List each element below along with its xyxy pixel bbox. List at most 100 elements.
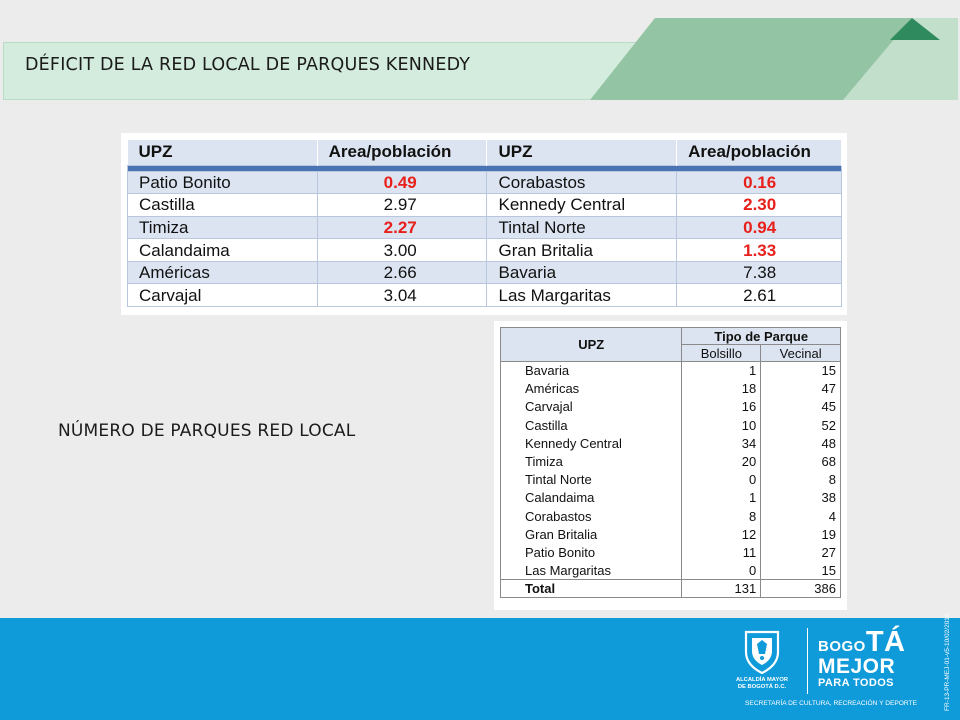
deficit-table-row: Carvajal 3.04 Las Margaritas 2.61 bbox=[127, 283, 842, 308]
section-label: NÚMERO DE PARQUES RED LOCAL bbox=[58, 421, 356, 441]
column-header-upz: UPZ bbox=[486, 140, 678, 165]
table-row: Castilla 10 52 bbox=[499, 416, 841, 435]
table-row: Corabastos 8 4 bbox=[499, 507, 841, 526]
bogota-mejor-logo: BOGOTÁ MEJOR PARA TODOS bbox=[818, 628, 906, 689]
header-deco-accent bbox=[890, 18, 940, 40]
upz-cell: Kennedy Central bbox=[499, 434, 683, 453]
footer-divider bbox=[807, 628, 808, 694]
logo-para-todos: PARA TODOS bbox=[818, 677, 894, 689]
table-row: Carvajal 16 45 bbox=[499, 397, 841, 417]
parks-table: UPZ Tipo de Parque Bolsillo Vecinal Bava… bbox=[499, 327, 841, 599]
document-reference: FR-13-PR-MEJ-01-v5-10/02/2016 bbox=[944, 613, 951, 711]
upz-cell: Tintal Norte bbox=[499, 470, 683, 489]
area-poblacion-cell: 0.94 bbox=[676, 215, 842, 240]
area-poblacion-cell: 3.00 bbox=[316, 238, 488, 262]
upz-cell: Bavaria bbox=[499, 361, 683, 380]
bolsillo-cell: 11 bbox=[681, 543, 762, 562]
upz-cell: Carvajal bbox=[127, 283, 318, 308]
area-poblacion-cell: 2.61 bbox=[676, 283, 842, 308]
header-rule bbox=[127, 164, 842, 172]
column-header-area-poblacion: Area/población bbox=[676, 140, 842, 165]
upz-cell: Tintal Norte bbox=[486, 215, 678, 240]
upz-cell: Total bbox=[499, 579, 683, 599]
table-row: Américas 18 47 bbox=[499, 379, 841, 398]
logo-mejor: MEJOR bbox=[818, 655, 896, 678]
parks-table-panel: UPZ Tipo de Parque Bolsillo Vecinal Bava… bbox=[494, 321, 847, 610]
upz-cell: Carvajal bbox=[499, 397, 683, 417]
deficit-table-panel: UPZ Area/población UPZ Area/población Pa… bbox=[121, 133, 847, 315]
vecinal-cell: 8 bbox=[760, 470, 841, 489]
column-header-vecinal: Vecinal bbox=[760, 344, 841, 362]
logo-bogo: BOGO bbox=[818, 638, 866, 655]
upz-cell: Timiza bbox=[127, 215, 318, 240]
area-poblacion-cell: 1.33 bbox=[676, 238, 842, 262]
column-header-upz: UPZ bbox=[499, 327, 683, 362]
bolsillo-cell: 0 bbox=[681, 470, 762, 489]
upz-cell: Las Margaritas bbox=[486, 283, 678, 308]
bolsillo-cell: 10 bbox=[681, 416, 762, 435]
upz-cell: Corabastos bbox=[499, 507, 683, 526]
bolsillo-cell: 0 bbox=[681, 561, 762, 580]
deficit-table-row: Castilla 2.97 Kennedy Central 2.30 bbox=[127, 193, 842, 217]
deficit-table-row: Calandaima 3.00 Gran Britalia 1.33 bbox=[127, 238, 842, 262]
secretaria-label: SECRETARÍA DE CULTURA, RECREACIÓN Y DEPO… bbox=[745, 700, 917, 707]
table-row: Patio Bonito 11 27 bbox=[499, 543, 841, 562]
column-header-area-poblacion: Area/población bbox=[317, 140, 488, 165]
deficit-table-row: Américas 2.66 Bavaria 7.38 bbox=[127, 260, 842, 285]
upz-cell: Calandaima bbox=[127, 238, 318, 262]
upz-cell: Gran Britalia bbox=[486, 238, 678, 262]
vecinal-cell: 15 bbox=[760, 361, 841, 380]
header-decoration bbox=[590, 18, 958, 100]
bolsillo-cell: 131 bbox=[681, 579, 762, 599]
vecinal-cell: 386 bbox=[760, 579, 841, 599]
area-poblacion-cell: 7.38 bbox=[676, 260, 842, 285]
upz-cell: Gran Britalia bbox=[499, 525, 683, 544]
footer-band bbox=[0, 618, 960, 720]
vecinal-cell: 27 bbox=[760, 543, 841, 562]
bolsillo-cell: 8 bbox=[681, 507, 762, 526]
deficit-table-row: Patio Bonito 0.49 Corabastos 0.16 bbox=[127, 170, 842, 195]
area-poblacion-cell: 2.66 bbox=[316, 260, 488, 285]
column-header-tipo-de-parque: Tipo de Parque bbox=[681, 327, 841, 345]
parks-table-subheader-row: Bolsillo Vecinal bbox=[501, 344, 841, 362]
vecinal-cell: 19 bbox=[760, 525, 841, 544]
bolsillo-cell: 34 bbox=[681, 434, 762, 453]
upz-cell: Patio Bonito bbox=[127, 170, 318, 195]
table-row: Calandaima 1 38 bbox=[499, 488, 841, 507]
upz-cell: Castilla bbox=[499, 416, 683, 435]
area-poblacion-cell: 0.49 bbox=[316, 170, 488, 195]
bolsillo-cell: 12 bbox=[681, 525, 762, 544]
area-poblacion-cell: 0.16 bbox=[676, 170, 842, 195]
deficit-table-header-row: UPZ Area/población UPZ Area/población bbox=[127, 140, 842, 165]
upz-cell: Las Margaritas bbox=[499, 561, 683, 580]
area-poblacion-cell: 2.30 bbox=[676, 193, 842, 217]
area-poblacion-cell: 3.04 bbox=[316, 283, 488, 308]
upz-cell: Calandaima bbox=[499, 488, 683, 507]
slide-title: DÉFICIT DE LA RED LOCAL DE PARQUES KENNE… bbox=[25, 55, 471, 75]
vecinal-cell: 45 bbox=[760, 397, 841, 417]
vecinal-cell: 47 bbox=[760, 379, 841, 398]
upz-cell: Américas bbox=[499, 379, 683, 398]
table-row: Timiza 20 68 bbox=[499, 452, 841, 471]
table-row: Kennedy Central 34 48 bbox=[499, 434, 841, 453]
alcaldia-label: ALCALDÍA MAYOR DE BOGOTÁ D.C. bbox=[717, 677, 807, 691]
column-header-bolsillo: Bolsillo bbox=[681, 344, 762, 362]
vecinal-cell: 15 bbox=[760, 561, 841, 580]
upz-cell: Corabastos bbox=[486, 170, 678, 195]
upz-cell: Kennedy Central bbox=[486, 193, 678, 217]
deficit-table-row: Timiza 2.27 Tintal Norte 0.94 bbox=[127, 215, 842, 240]
bolsillo-cell: 16 bbox=[681, 397, 762, 417]
column-header-upz: UPZ bbox=[127, 140, 318, 165]
vecinal-cell: 68 bbox=[760, 452, 841, 471]
area-poblacion-cell: 2.97 bbox=[316, 193, 488, 217]
bolsillo-cell: 1 bbox=[681, 361, 762, 380]
vecinal-cell: 52 bbox=[760, 416, 841, 435]
vecinal-cell: 38 bbox=[760, 488, 841, 507]
upz-cell: Américas bbox=[127, 260, 318, 285]
logo-ta: TÁ bbox=[865, 626, 906, 658]
table-row: Gran Britalia 12 19 bbox=[499, 525, 841, 544]
area-poblacion-cell: 2.27 bbox=[316, 215, 488, 240]
bogota-crest-icon bbox=[744, 630, 780, 674]
total-row: Total 131 386 bbox=[499, 579, 841, 599]
table-row: Bavaria 1 15 bbox=[499, 361, 841, 380]
